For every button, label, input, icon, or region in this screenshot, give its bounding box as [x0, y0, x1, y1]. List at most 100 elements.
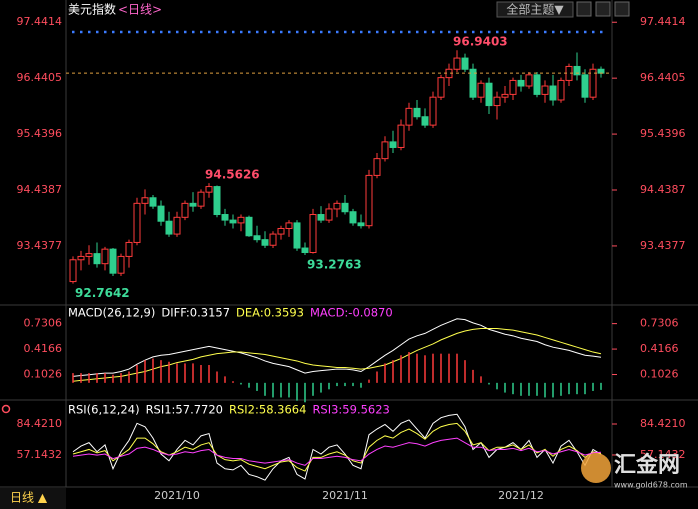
header-period: <日线>	[118, 3, 162, 17]
candle-body	[109, 248, 117, 274]
indicator-line	[72, 413, 602, 481]
candle-body	[325, 208, 333, 221]
candle-body	[269, 233, 277, 246]
y-tick-label: 0.4166	[640, 342, 679, 355]
y-tick-label: 97.4414	[17, 15, 63, 28]
high-label: 94.5626	[205, 168, 260, 182]
candle-body	[413, 107, 421, 118]
candle-body	[365, 174, 373, 227]
watermark-brand: 汇金网	[614, 452, 680, 478]
candle-body	[533, 74, 541, 95]
legend-entry: RSI3:59.5623	[312, 403, 389, 417]
candle-body	[597, 68, 605, 74]
candle-body	[221, 214, 229, 221]
candle-body	[501, 93, 509, 98]
legend-entry: RSI1:57.7720	[146, 403, 223, 417]
y-tick-label: 0.4166	[24, 342, 63, 355]
candle-body	[493, 96, 501, 107]
x-tick-label: 2021/12	[498, 489, 544, 502]
candle-body	[509, 79, 517, 95]
legend-entry: RSI2:58.3664	[229, 403, 306, 417]
legend-entry: RSI(6,12,24)	[68, 403, 140, 417]
candle-body	[405, 107, 413, 126]
candle-body	[277, 227, 285, 235]
candle-body	[557, 79, 565, 101]
low-label: 92.7642	[75, 286, 130, 300]
candle-body	[549, 85, 557, 101]
watermark-url: www.gold678.com	[614, 481, 688, 490]
y-tick-label: 57.1432	[17, 448, 63, 461]
y-tick-label: 84.4210	[640, 417, 686, 430]
candle-body	[485, 82, 493, 107]
tool-icon[interactable]	[614, 1, 630, 17]
candle-body	[157, 205, 165, 222]
candle-body	[397, 124, 405, 148]
y-tick-label: 94.4387	[640, 183, 686, 196]
candle-body	[285, 222, 293, 229]
footer-period[interactable]: 日线 ▲	[10, 491, 48, 505]
candle-body	[93, 253, 101, 265]
indicator-line	[72, 422, 602, 472]
x-tick-label: 2021/11	[322, 489, 368, 502]
candle-body	[173, 216, 181, 235]
candle-body	[189, 202, 197, 207]
candle-body	[77, 255, 85, 261]
header-title: 美元指数	[68, 2, 116, 17]
y-tick-label: 95.4396	[640, 127, 686, 140]
candle-body	[197, 191, 205, 207]
candle-body	[357, 222, 365, 227]
indicator-line	[72, 437, 602, 466]
candle-body	[437, 77, 445, 98]
candle-body	[581, 74, 589, 98]
y-tick-label: 0.1026	[640, 368, 679, 381]
y-tick-label: 94.4387	[17, 183, 63, 196]
tool-icon[interactable]	[576, 1, 592, 17]
low-label: 93.2763	[307, 257, 362, 271]
candle-body	[181, 202, 189, 218]
candle-body	[373, 158, 381, 176]
y-tick-label: 0.7306	[640, 317, 679, 330]
y-tick-label: 0.1026	[24, 368, 63, 381]
y-tick-label: 0.7306	[24, 317, 63, 330]
y-tick-label: 96.4405	[640, 71, 686, 84]
candle-body	[229, 219, 237, 224]
indicator-line	[72, 318, 602, 377]
x-tick-label: 2021/10	[154, 489, 200, 502]
candle-body	[253, 235, 261, 241]
theme-button[interactable]: 全部主题▼	[506, 2, 564, 17]
candle-body	[573, 65, 581, 76]
candle-body	[149, 197, 157, 207]
footer-tab[interactable]	[0, 488, 66, 509]
legend-entry: DEA:0.3593	[236, 306, 304, 320]
legend-entry: MACD:-0.0870	[310, 306, 393, 320]
candle-body	[341, 202, 349, 213]
high-label: 96.9403	[453, 35, 508, 49]
candle-body	[125, 241, 133, 257]
candle-body	[317, 214, 325, 221]
candle-body	[461, 57, 469, 70]
candle-body	[421, 116, 429, 126]
y-tick-label: 93.4377	[17, 239, 63, 252]
legend-entry: DIFF:0.3157	[161, 306, 230, 320]
tool-icon[interactable]	[595, 1, 611, 17]
candle-body	[69, 259, 77, 283]
candle-body	[517, 79, 525, 87]
candle-body	[293, 222, 301, 249]
y-tick-label: 96.4405	[17, 71, 63, 84]
y-tick-label: 84.4210	[17, 417, 63, 430]
candle-body	[525, 74, 533, 87]
candle-body	[389, 141, 397, 148]
candle-body	[133, 202, 141, 243]
candle-body	[205, 186, 213, 193]
candle-body	[381, 141, 389, 160]
candle-body	[261, 239, 269, 246]
marker-icon	[1, 404, 11, 414]
y-tick-label: 97.4414	[640, 15, 686, 28]
theme-button-box[interactable]	[496, 1, 574, 18]
candle-body	[85, 253, 93, 257]
candle-body	[301, 247, 309, 254]
candle-body	[333, 202, 341, 210]
candle-body	[117, 255, 125, 274]
